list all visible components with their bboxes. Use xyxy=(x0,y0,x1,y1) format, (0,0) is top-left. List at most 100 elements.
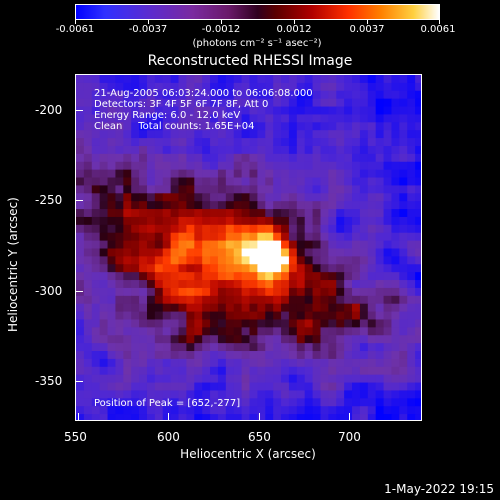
heatmap-cell xyxy=(273,406,282,415)
heatmap-cell xyxy=(178,406,188,415)
heatmap-cell xyxy=(99,106,109,116)
heatmap-cell xyxy=(312,240,322,250)
heatmap-cell xyxy=(415,153,421,163)
heatmap-cell xyxy=(123,287,132,297)
heatmap-cell xyxy=(336,114,345,123)
heatmap-cell xyxy=(233,374,243,384)
heatmap-cell xyxy=(76,75,85,84)
heatmap-cell xyxy=(210,82,219,92)
heatmap-cell xyxy=(154,98,164,108)
heatmap-cell xyxy=(170,82,180,92)
heatmap-cell xyxy=(257,185,266,194)
heatmap-cell xyxy=(320,169,329,179)
heatmap-cell xyxy=(399,106,408,116)
heatmap-cell xyxy=(375,161,385,171)
heatmap-cell xyxy=(281,351,290,360)
heatmap-cell xyxy=(288,185,298,194)
heatmap-cell xyxy=(241,327,251,336)
heatmap-cell xyxy=(162,264,172,273)
heatmap-cell xyxy=(131,114,140,123)
heatmap-cell xyxy=(407,390,416,399)
heatmap-cell xyxy=(115,98,124,108)
heatmap-cell xyxy=(391,343,400,352)
heatmap-cell xyxy=(241,335,251,344)
heatmap-cell xyxy=(249,264,258,273)
heatmap-cell xyxy=(91,193,101,202)
heatmap-cell xyxy=(407,90,416,100)
heatmap-cell xyxy=(296,138,306,147)
heatmap-cell xyxy=(344,287,353,297)
heatmap-cell xyxy=(359,287,369,297)
heatmap-cell xyxy=(154,90,164,100)
heatmap-cell xyxy=(123,98,132,108)
heatmap-cell xyxy=(202,374,211,384)
heatmap-cell xyxy=(123,366,132,376)
heatmap-cell xyxy=(273,295,282,305)
heatmap-cell xyxy=(139,232,148,242)
heatmap-cell xyxy=(344,406,353,415)
image-plot-area[interactable] xyxy=(75,74,422,421)
heatmap-cell xyxy=(415,248,421,257)
heatmap-cell xyxy=(407,75,416,84)
heatmap-cell xyxy=(249,90,258,100)
heatmap-cell xyxy=(359,98,369,108)
colorbar-tick-label: -0.0012 xyxy=(201,24,241,35)
heatmap-cell xyxy=(107,169,117,179)
heatmap-cell xyxy=(210,209,219,218)
heatmap-cell xyxy=(115,311,124,321)
x-tick-label: 650 xyxy=(248,430,271,444)
heatmap-cell xyxy=(304,232,314,242)
heatmap-cell xyxy=(217,161,227,171)
x-axis-title: Heliocentric X (arcsec) xyxy=(180,447,316,461)
heatmap-cell xyxy=(115,319,124,328)
heatmap-cell xyxy=(391,272,400,281)
heatmap-cell xyxy=(217,177,227,187)
heatmap-cell xyxy=(328,232,337,242)
heatmap-cell xyxy=(312,248,322,257)
heatmap-cell xyxy=(139,153,148,163)
heatmap-cell xyxy=(154,75,164,84)
heatmap-cell xyxy=(352,153,361,163)
heatmap-cell xyxy=(241,398,251,407)
heatmap-cell xyxy=(139,216,148,226)
heatmap-cell xyxy=(257,90,266,100)
heatmap-cell xyxy=(367,240,377,250)
heatmap-cell xyxy=(265,406,274,415)
heatmap-cell xyxy=(304,75,314,84)
heatmap-cell xyxy=(407,351,416,360)
heatmap-cell xyxy=(76,224,85,234)
heatmap-cell xyxy=(241,287,251,297)
heatmap-cell xyxy=(265,224,274,234)
heatmap-cell xyxy=(312,311,322,321)
heatmap-cell xyxy=(352,335,361,344)
heatmap-cell xyxy=(257,161,266,171)
heatmap-cell xyxy=(91,122,101,131)
heatmap-cell xyxy=(241,177,251,187)
heatmap-cell xyxy=(131,201,140,210)
heatmap-cell xyxy=(233,169,243,179)
heatmap-cell xyxy=(265,335,274,344)
heatmap-cell xyxy=(296,185,306,194)
heatmap-cell xyxy=(99,264,109,273)
heatmap-cell xyxy=(83,398,93,407)
heatmap-cell xyxy=(162,161,172,171)
heatmap-cell xyxy=(257,224,266,234)
heatmap-cell xyxy=(210,382,219,392)
heatmap-cell xyxy=(99,287,109,297)
heatmap-cell xyxy=(336,256,345,265)
heatmap-cell xyxy=(344,303,353,313)
heatmap-cell xyxy=(202,398,211,407)
heatmap-cell xyxy=(202,122,211,131)
heatmap-cell xyxy=(170,374,180,384)
heatmap-cell xyxy=(265,414,274,420)
heatmap-cell xyxy=(391,256,400,265)
heatmap-cell xyxy=(178,138,188,147)
heatmap-cell xyxy=(281,335,290,344)
heatmap-cell xyxy=(281,272,290,281)
colorbar-tick-label: -0.0037 xyxy=(128,24,168,35)
heatmap-cell xyxy=(131,319,140,328)
heatmap-cell xyxy=(107,106,117,116)
heatmap-cell xyxy=(359,122,369,131)
heatmap-cell xyxy=(170,351,180,360)
heatmap-cell xyxy=(320,351,329,360)
